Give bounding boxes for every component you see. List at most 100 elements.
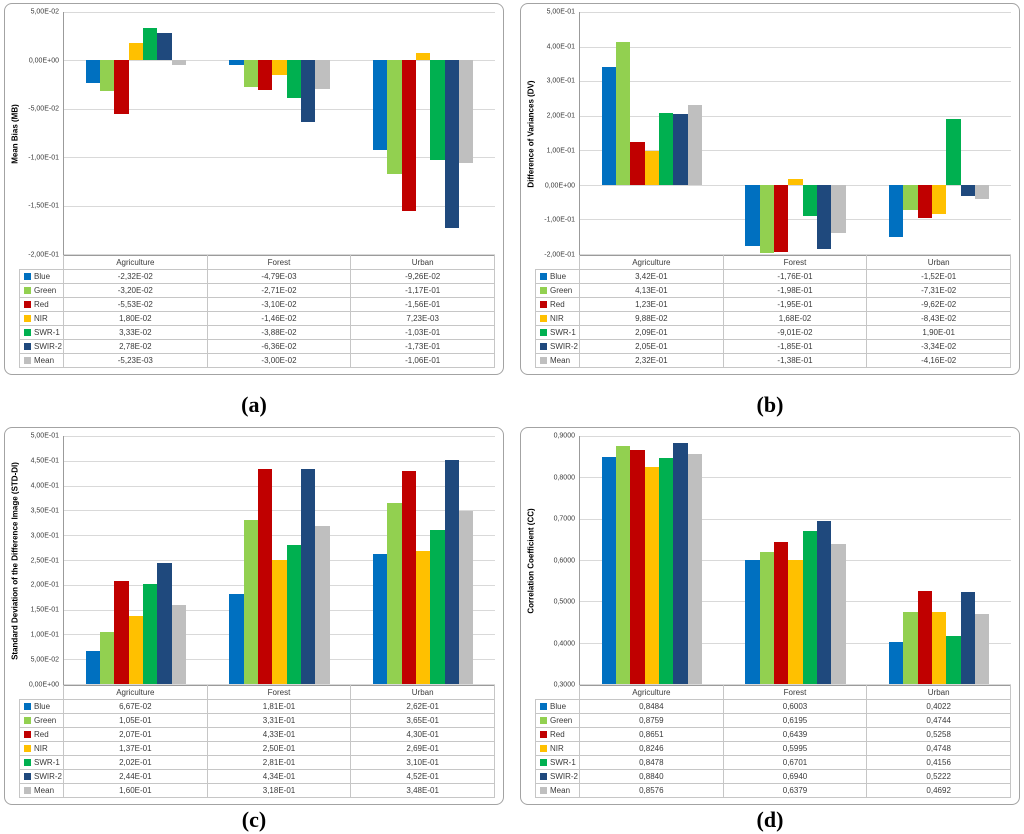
bar-blue-agriculture [85,60,100,83]
y-tick-label: 5,00E-02 [30,656,59,664]
series-label-swir-2: SWIR-2 [550,772,578,781]
value-cell-blue-agriculture: -2,32E-02 [63,269,208,284]
bar-nir-urban [931,184,947,214]
value-cell-swir-2-urban: 0,5222 [866,769,1011,784]
y-axis-title-column: Correlation Coefficient (CC) [523,436,539,685]
column-header-agriculture: Agriculture [579,255,724,270]
legend-swatch-green [540,287,547,294]
gridline [580,477,1011,479]
value-cell-nir-agriculture: 1,37E-01 [63,741,208,756]
series-row-nir: NIR 0,8246 0,5995 0,4748 [535,741,1011,756]
bar-swir-2-forest [301,468,316,684]
bar-red-urban [401,470,416,684]
series-row-red: Red 1,23E-01 -1,95E-01 -9,62E-02 [535,297,1011,312]
y-tick-label: 0,3000 [553,681,575,689]
legend-swatch-green [24,717,31,724]
series-row-nir: NIR 9,88E-02 1,68E-02 -8,43E-02 [535,311,1011,326]
value-cell-red-urban: -1,56E-01 [350,297,495,312]
legend-entry-swir-2: SWIR-2 [22,772,62,781]
legend-entry-mean: Mean [538,786,577,795]
y-tick-label: 4,50E-01 [30,457,59,465]
value-cell-mean-forest: -1,38E-01 [722,353,868,368]
legend-swatch-blue [540,273,547,280]
value-cell-swr-1-forest: -9,01E-02 [722,325,868,340]
y-tick-label: 5,00E-01 [546,8,575,16]
y-axis-ticks: 0,9000 0,8000 0,7000 0,6000 0,5000 0,4000 0,30… [539,433,579,689]
value-cell-swr-1-agriculture: 2,02E-01 [63,755,208,770]
value-cell-swr-1-forest: 0,6701 [722,755,868,770]
value-cell-swir-2-agriculture: 2,78E-02 [63,339,208,354]
legend-swatch-nir [540,745,547,752]
value-cell-nir-urban: 7,23E-03 [350,311,495,326]
gridline [580,436,1011,437]
bar-swr-1-urban [946,636,961,684]
series-label-green: Green [34,716,57,725]
series-row-green: Green -3,20E-02 -2,71E-02 -1,17E-01 [19,283,495,298]
bar-green-urban [903,611,918,684]
column-header-forest: Forest [206,685,352,700]
y-tick-label: 4,00E-01 [30,482,59,490]
bar-mean-forest [831,544,846,684]
value-cell-blue-forest: 1,81E-01 [206,699,352,714]
value-cell-nir-urban: 2,69E-01 [350,741,495,756]
legend-cell-swr-1: SWR-1 [19,325,64,340]
series-label-nir: NIR [34,744,48,753]
bar-red-agriculture [114,60,129,114]
bar-swir-2-agriculture [673,442,688,684]
legend-entry-swr-1: SWR-1 [538,758,577,767]
legend-swatch-swr-1 [24,759,31,766]
bar-swr-1-agriculture [659,112,674,185]
series-row-mean: Mean 1,60E-01 3,18E-01 3,48E-01 [19,783,495,798]
legend-cell-swir-2: SWIR-2 [19,769,64,784]
value-cell-green-forest: 3,31E-01 [206,713,352,728]
legend-entry-swir-2: SWIR-2 [22,342,62,351]
y-tick-label: 2,00E-01 [546,112,575,120]
series-row-swir-2: SWIR-2 2,44E-01 4,34E-01 4,52E-01 [19,769,495,784]
value-cell-red-forest: -1,95E-01 [722,297,868,312]
gridline [64,157,495,159]
bar-red-agriculture [630,450,645,684]
series-label-blue: Blue [550,702,567,711]
bar-mean-urban [975,614,990,684]
chart-region: Difference of Variances (DV) 5,00E-01 4,0… [523,8,1011,259]
value-cell-swir-2-forest: 0,6940 [722,769,868,784]
value-cell-swr-1-forest: -3,88E-02 [206,325,352,340]
bar-blue-urban [372,60,388,151]
column-header-urban: Urban [350,685,495,700]
value-cell-green-agriculture: 0,8759 [579,713,724,728]
bar-nir-agriculture [644,150,659,185]
legend-entry-nir: NIR [538,744,577,753]
legend-entry-swr-1: SWR-1 [538,328,577,337]
value-cell-blue-urban: -1,52E-01 [866,269,1011,284]
series-row-green: Green 0,8759 0,6195 0,4744 [535,713,1011,728]
legend-entry-blue: Blue [538,702,577,711]
y-tick-label: 0,8000 [553,474,575,481]
bar-blue-forest [745,559,760,684]
series-row-blue: Blue 6,67E-02 1,81E-01 2,62E-01 [19,699,495,714]
bar-green-agriculture [615,42,631,185]
bar-swr-1-urban [430,530,445,684]
legend-swatch-swir-2 [540,343,547,350]
series-row-swir-2: SWIR-2 2,78E-02 -6,36E-02 -1,73E-01 [19,339,495,354]
gridline [580,684,1011,685]
legend-cell-green: Green [19,713,64,728]
bar-blue-agriculture [601,66,616,185]
series-label-mean: Mean [550,786,571,795]
bar-red-urban [917,184,932,219]
value-cell-red-urban: 0,5258 [866,727,1011,742]
value-cell-red-agriculture: 0,8651 [579,727,724,742]
legend-entry-nir: NIR [22,314,61,323]
legend-swatch-nir [540,315,547,322]
legend-swatch-swr-1 [540,759,547,766]
series-row-green: Green 1,05E-01 3,31E-01 3,65E-01 [19,713,495,728]
legend-entry-mean: Mean [538,356,577,365]
series-label-nir: NIR [34,314,48,323]
y-tick-label: 5,00E-02 [30,8,59,16]
caption-b: (b) [756,392,784,417]
value-cell-blue-urban: -9,26E-02 [350,269,495,284]
value-cell-green-urban: -1,17E-01 [350,283,495,298]
legend-entry-green: Green [538,716,577,725]
value-cell-nir-urban: -8,43E-02 [866,311,1011,326]
legend-entry-swir-2: SWIR-2 [538,342,578,351]
bar-red-forest [773,541,789,684]
